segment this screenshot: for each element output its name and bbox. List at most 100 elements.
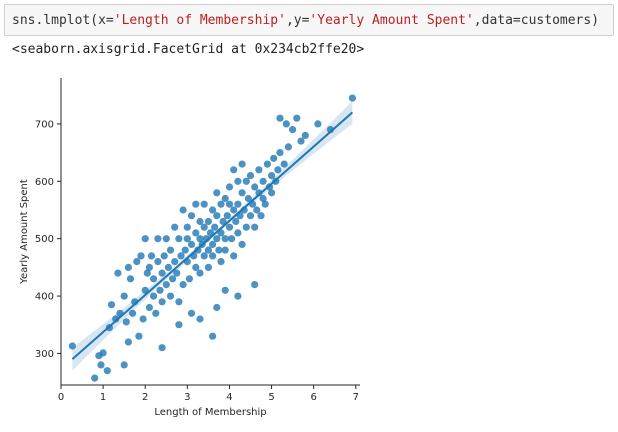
data-point <box>223 212 231 220</box>
data-point <box>139 315 147 323</box>
data-point <box>158 298 166 306</box>
data-point <box>251 281 259 289</box>
data-point <box>68 342 76 350</box>
data-point <box>114 269 122 277</box>
data-point <box>209 252 217 260</box>
data-point <box>348 94 356 102</box>
cell-output-text: <seaborn.axisgrid.FacetGrid at 0x234cb2f… <box>12 42 365 57</box>
data-point <box>181 246 189 254</box>
data-point <box>209 206 217 214</box>
data-point <box>204 217 212 226</box>
data-point <box>196 269 204 277</box>
data-point <box>187 240 196 248</box>
x-tick-label: 2 <box>142 392 148 403</box>
data-point <box>276 114 284 122</box>
data-point <box>171 223 179 231</box>
data-point <box>215 246 223 254</box>
data-point <box>270 154 278 162</box>
data-point <box>173 269 181 277</box>
data-point <box>200 223 208 231</box>
data-point <box>209 332 217 340</box>
data-point <box>164 263 172 271</box>
data-point <box>225 223 234 231</box>
data-point <box>158 269 166 277</box>
data-point <box>234 229 242 237</box>
data-point <box>175 235 183 243</box>
data-point <box>141 235 149 243</box>
data-point <box>225 200 234 208</box>
data-point <box>187 212 196 220</box>
data-point <box>280 160 288 168</box>
data-point <box>213 212 221 220</box>
data-point <box>259 177 267 185</box>
data-point <box>143 269 151 277</box>
data-point <box>192 200 200 208</box>
data-point <box>126 275 135 283</box>
data-point <box>246 212 255 220</box>
data-point <box>171 258 179 266</box>
data-point <box>228 235 236 243</box>
data-point <box>196 217 204 226</box>
x-tick-label: 3 <box>184 392 190 403</box>
data-point <box>156 286 164 294</box>
x-tick-label: 7 <box>353 392 359 403</box>
data-point <box>192 263 200 271</box>
data-point <box>255 166 263 174</box>
data-point <box>152 309 160 317</box>
data-point <box>145 303 153 312</box>
data-point <box>196 315 204 323</box>
code-x-arg: 'Length of Membership' <box>113 12 286 28</box>
x-tick-label: 5 <box>268 392 274 403</box>
data-point <box>219 217 227 226</box>
data-point <box>244 194 252 203</box>
data-point <box>187 309 196 317</box>
data-point <box>221 194 229 203</box>
data-point <box>204 246 212 254</box>
data-point <box>230 206 238 214</box>
data-point <box>200 200 208 208</box>
data-point <box>246 172 255 180</box>
data-point <box>91 374 99 382</box>
data-point <box>177 252 185 260</box>
data-point <box>284 143 292 151</box>
data-point <box>107 301 116 309</box>
data-point <box>268 172 276 180</box>
data-point <box>297 137 305 145</box>
code-prefix: sns.lmplot(x= <box>12 12 114 28</box>
data-point <box>238 189 246 197</box>
data-point <box>150 292 158 300</box>
data-point <box>97 361 105 369</box>
data-point <box>179 281 187 289</box>
data-point <box>293 114 301 122</box>
data-point <box>274 166 282 174</box>
data-point <box>160 252 168 260</box>
data-point <box>103 367 111 375</box>
x-axis-label: Length of Membership <box>154 407 266 418</box>
axes-layer: 0 1 2 3 4 5 6 7 300 400 500 600 700 <box>35 78 360 403</box>
data-point <box>183 223 191 231</box>
data-point <box>147 252 156 260</box>
data-point <box>263 160 271 168</box>
data-point <box>217 258 225 266</box>
data-point <box>166 246 175 254</box>
data-point <box>251 223 259 231</box>
data-point <box>154 258 162 266</box>
data-point <box>230 166 238 174</box>
code-cell-input[interactable]: sns.lmplot(x= 'Length of Membership' ,y= 'Y… <box>4 4 614 36</box>
data-point <box>221 235 229 243</box>
data-point <box>221 246 229 254</box>
data-point <box>200 252 208 260</box>
data-point <box>251 183 259 191</box>
x-tick-label: 4 <box>226 392 232 403</box>
y-tick-label: 400 <box>35 292 54 303</box>
data-point <box>261 200 269 208</box>
data-point <box>213 235 221 243</box>
data-point <box>276 149 284 157</box>
data-point <box>253 206 261 214</box>
y-tick-label: 700 <box>35 119 54 130</box>
data-point <box>133 258 141 266</box>
data-point <box>166 292 175 300</box>
data-point <box>120 292 128 300</box>
data-point <box>221 286 229 294</box>
data-point <box>129 309 137 317</box>
